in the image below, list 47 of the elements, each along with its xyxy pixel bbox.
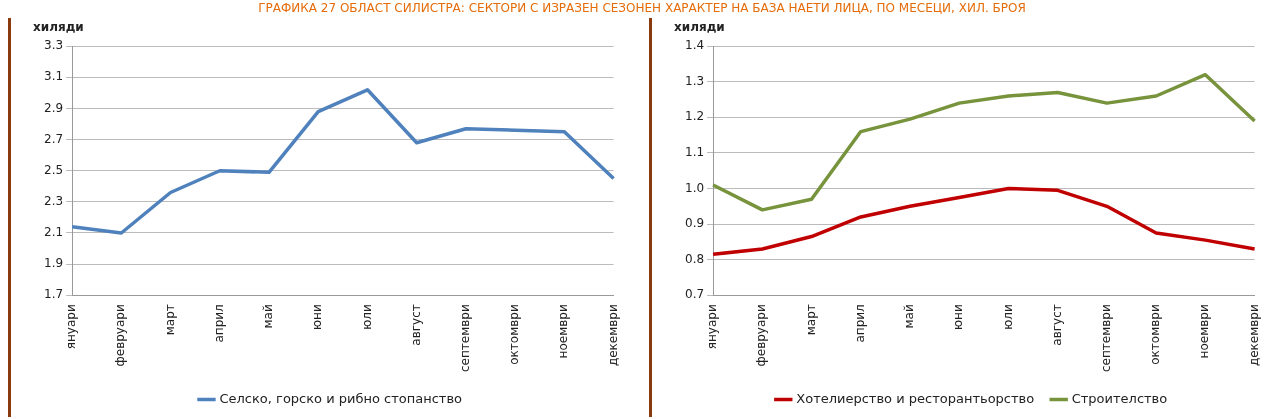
y-tick-label: 1.1 [684, 145, 705, 160]
y-tick-label: 2.1 [43, 225, 64, 240]
y-axis-title: хиляди [33, 20, 84, 34]
y-tick-label: 2.3 [43, 193, 64, 208]
x-tick-label: декември [1246, 304, 1261, 367]
x-tick-label: май [902, 304, 917, 329]
x-tick-label: декември [605, 304, 620, 367]
y-tick-label: 2.7 [43, 131, 64, 146]
x-tick-label: август [408, 304, 423, 346]
x-tick-label: април [852, 304, 867, 343]
y-tick-label: 2.5 [43, 162, 64, 177]
y-tick-label: 1.9 [43, 256, 64, 271]
y-tick-label: 0.9 [684, 216, 705, 231]
y-tick-label: 1.3 [684, 73, 705, 88]
x-tick-label: юли [359, 304, 374, 330]
y-tick-label: 1.2 [684, 109, 705, 124]
legend-label: Хотелиерство и ресторантьорство [796, 390, 1035, 406]
x-tick-label: април [211, 304, 226, 343]
y-tick-label: 3.3 [43, 38, 64, 53]
x-tick-label: юли [1000, 304, 1015, 330]
y-tick-label: 1.0 [684, 180, 705, 195]
x-tick-label: септември [458, 304, 473, 373]
x-tick-label: февруари [113, 304, 128, 367]
y-tick-label: 0.7 [684, 287, 705, 302]
y-tick-label: 2.9 [43, 100, 64, 115]
text: ГРАФИКА 27 ОБЛАСТ СИЛИСТРА: СЕКТОРИ С ИЗРАЗЕН СЕЗОНЕН ХАРАКТЕР НА БАЗА НАЕТИ ЛИЦА, ПО МЕСЕЦИ, ХИЛ. БРОЯ [257, 0, 1027, 17]
x-tick-label: ноември [1197, 304, 1212, 359]
x-tick-label: август [1049, 304, 1064, 346]
x-tick-label: септември [1099, 304, 1114, 373]
x-tick-label: юни [310, 304, 325, 331]
legend-label: Строителство [1071, 390, 1168, 406]
x-tick-label: октомври [1148, 304, 1163, 365]
y-tick-label: 0.8 [684, 251, 705, 266]
x-tick-label: юни [951, 304, 966, 331]
y-tick-label: 3.1 [43, 69, 64, 84]
x-tick-label: януари [64, 304, 79, 350]
legend-label: Селско, горско и рибно стопанство [219, 390, 463, 406]
x-tick-label: октомври [507, 304, 522, 365]
y-tick-label: 1.7 [43, 287, 64, 302]
y-tick-label: 1.4 [684, 38, 705, 53]
x-tick-label: март [803, 304, 818, 336]
y-axis-title: хиляди [674, 20, 725, 34]
x-tick-label: февруари [754, 304, 769, 367]
x-tick-label: януари [705, 304, 720, 350]
x-tick-label: ноември [556, 304, 571, 359]
x-tick-label: март [162, 304, 177, 336]
x-tick-label: май [261, 304, 276, 329]
